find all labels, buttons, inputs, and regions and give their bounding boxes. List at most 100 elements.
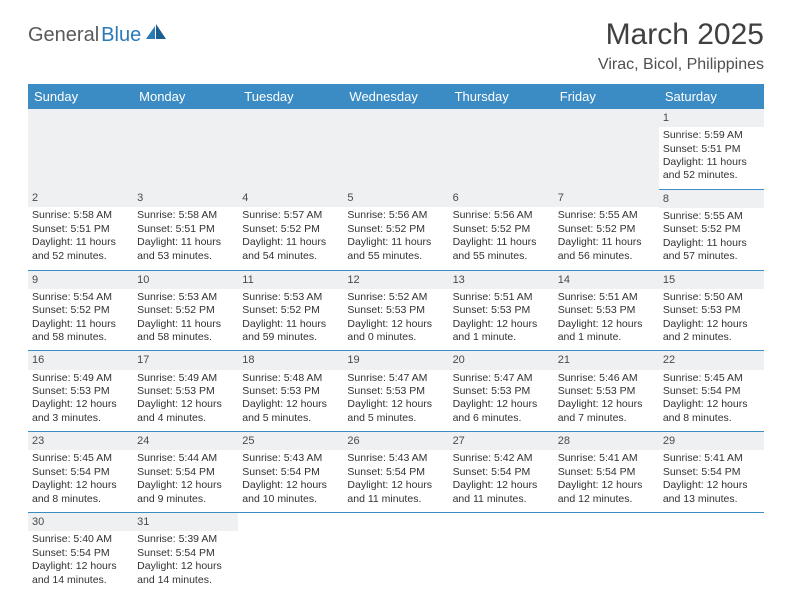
sunrise-text: Sunrise: 5:42 AM [453,452,550,465]
calendar-day-cell: 14 Sunrise: 5:51 AMSunset: 5:53 PMDayligh… [554,270,659,351]
sunset-text: Sunset: 5:51 PM [137,223,234,236]
calendar-day-cell: 2Sunrise: 5:58 AMSunset: 5:51 PMDaylight… [28,189,133,270]
day-details: Sunrise: 5:47 AMSunset: 5:53 PMDaylight:… [453,372,550,426]
day-number: 24 [133,432,238,450]
logo: GeneralBlue [28,18,167,47]
calendar-week-row: 1Sunrise: 5:59 AMSunset: 5:51 PMDaylight… [28,109,764,189]
calendar-day-cell: 26Sunrise: 5:43 AMSunset: 5:54 PMDayligh… [343,432,448,513]
sunrise-text: Sunrise: 5:47 AM [347,372,444,385]
day-number: 22 [659,351,764,369]
sunset-text: Sunset: 5:53 PM [558,385,655,398]
day-details: Sunrise: 5:48 AMSunset: 5:53 PMDaylight:… [242,372,339,426]
daylight-text: Daylight: 12 hours and 9 minutes. [137,479,234,506]
daylight-text: Daylight: 11 hours and 57 minutes. [663,237,760,264]
calendar-day-cell [554,109,659,189]
day-details: Sunrise: 5:49 AMSunset: 5:53 PMDaylight:… [137,372,234,426]
sunset-text: Sunset: 5:54 PM [32,466,129,479]
weekday-header: Saturday [659,84,764,109]
sunset-text: Sunset: 5:54 PM [558,466,655,479]
day-details: Sunrise: 5:51 AMSunset: 5:53 PMDaylight:… [453,291,550,345]
day-number: 7 [554,189,659,207]
calendar-day-cell: 1Sunrise: 5:59 AMSunset: 5:51 PMDaylight… [659,109,764,189]
day-details: Sunrise: 5:45 AMSunset: 5:54 PMDaylight:… [32,452,129,506]
sunrise-text: Sunrise: 5:56 AM [347,209,444,222]
calendar-day-cell [449,513,554,593]
day-details: Sunrise: 5:56 AMSunset: 5:52 PMDaylight:… [453,209,550,263]
day-details: Sunrise: 5:46 AMSunset: 5:53 PMDaylight:… [558,372,655,426]
calendar-day-cell: 25Sunrise: 5:43 AMSunset: 5:54 PMDayligh… [238,432,343,513]
day-details: Sunrise: 5:47 AMSunset: 5:53 PMDaylight:… [347,372,444,426]
daylight-text: Daylight: 12 hours and 1 minute. [453,318,550,345]
day-details: Sunrise: 5:44 AMSunset: 5:54 PMDaylight:… [137,452,234,506]
day-number: 18 [238,351,343,369]
calendar-day-cell: 6 Sunrise: 5:56 AMSunset: 5:52 PMDaylight… [449,189,554,270]
calendar-day-cell [28,109,133,189]
day-details: Sunrise: 5:41 AMSunset: 5:54 PMDaylight:… [558,452,655,506]
logo-text-blue: Blue [101,24,141,47]
day-details: Sunrise: 5:58 AMSunset: 5:51 PMDaylight:… [32,209,129,263]
daylight-text: Daylight: 12 hours and 11 minutes. [453,479,550,506]
daylight-text: Daylight: 12 hours and 0 minutes. [347,318,444,345]
daylight-text: Daylight: 11 hours and 53 minutes. [137,236,234,263]
calendar-day-cell: 29Sunrise: 5:41 AMSunset: 5:54 PMDayligh… [659,432,764,513]
weekday-header: Tuesday [238,84,343,109]
daylight-text: Daylight: 11 hours and 58 minutes. [137,318,234,345]
calendar-day-cell: 10Sunrise: 5:53 AMSunset: 5:52 PMDayligh… [133,270,238,351]
calendar-day-cell: 22Sunrise: 5:45 AMSunset: 5:54 PMDayligh… [659,351,764,432]
day-number: 27 [449,432,554,450]
daylight-text: Daylight: 12 hours and 7 minutes. [558,398,655,425]
sunrise-text: Sunrise: 5:54 AM [32,291,129,304]
day-number: 17 [133,351,238,369]
day-details: Sunrise: 5:51 AMSunset: 5:53 PMDaylight:… [558,291,655,345]
daylight-text: Daylight: 11 hours and 55 minutes. [453,236,550,263]
sunrise-text: Sunrise: 5:52 AM [347,291,444,304]
day-number: 6 [449,189,554,207]
calendar-day-cell: 30Sunrise: 5:40 AMSunset: 5:54 PMDayligh… [28,513,133,593]
daylight-text: Daylight: 12 hours and 1 minute. [558,318,655,345]
sunset-text: Sunset: 5:51 PM [663,143,760,156]
sunrise-text: Sunrise: 5:46 AM [558,372,655,385]
sunset-text: Sunset: 5:54 PM [347,466,444,479]
sunrise-text: Sunrise: 5:53 AM [137,291,234,304]
daylight-text: Daylight: 12 hours and 13 minutes. [663,479,760,506]
day-number: 4 [238,189,343,207]
daylight-text: Daylight: 11 hours and 54 minutes. [242,236,339,263]
sunrise-text: Sunrise: 5:45 AM [663,372,760,385]
daylight-text: Daylight: 12 hours and 8 minutes. [32,479,129,506]
day-number: 20 [449,351,554,369]
day-details: Sunrise: 5:40 AMSunset: 5:54 PMDaylight:… [32,533,129,587]
calendar-day-cell: 28Sunrise: 5:41 AMSunset: 5:54 PMDayligh… [554,432,659,513]
calendar-day-cell: 15Sunrise: 5:50 AMSunset: 5:53 PMDayligh… [659,270,764,351]
calendar-table: Sunday Monday Tuesday Wednesday Thursday… [28,84,764,593]
calendar-day-cell: 7Sunrise: 5:55 AMSunset: 5:52 PMDaylight… [554,189,659,270]
sunset-text: Sunset: 5:52 PM [558,223,655,236]
sunrise-text: Sunrise: 5:40 AM [32,533,129,546]
day-number: 11 [238,271,343,289]
day-number: 19 [343,351,448,369]
sunset-text: Sunset: 5:54 PM [663,466,760,479]
calendar-day-cell [133,109,238,189]
sunrise-text: Sunrise: 5:53 AM [242,291,339,304]
sunrise-text: Sunrise: 5:41 AM [558,452,655,465]
day-number: 14 [554,271,659,289]
sunrise-text: Sunrise: 5:44 AM [137,452,234,465]
day-details: Sunrise: 5:53 AMSunset: 5:52 PMDaylight:… [242,291,339,345]
sunset-text: Sunset: 5:54 PM [137,547,234,560]
calendar-week-row: 23Sunrise: 5:45 AMSunset: 5:54 PMDayligh… [28,432,764,513]
weekday-header: Friday [554,84,659,109]
day-number: 13 [449,271,554,289]
daylight-text: Daylight: 12 hours and 4 minutes. [137,398,234,425]
daylight-text: Daylight: 11 hours and 56 minutes. [558,236,655,263]
daylight-text: Daylight: 11 hours and 52 minutes. [32,236,129,263]
sunset-text: Sunset: 5:53 PM [453,304,550,317]
daylight-text: Daylight: 11 hours and 58 minutes. [32,318,129,345]
calendar-day-cell: 20 Sunrise: 5:47 AMSunset: 5:53 PMDayligh… [449,351,554,432]
calendar-day-cell: 11 Sunrise: 5:53 AMSunset: 5:52 PMDayligh… [238,270,343,351]
daylight-text: Daylight: 12 hours and 11 minutes. [347,479,444,506]
title-block: March 2025 Virac, Bicol, Philippines [598,18,764,74]
calendar-week-row: 30Sunrise: 5:40 AMSunset: 5:54 PMDayligh… [28,513,764,593]
day-number: 5 [343,189,448,207]
sunrise-text: Sunrise: 5:43 AM [242,452,339,465]
sunset-text: Sunset: 5:51 PM [32,223,129,236]
sunset-text: Sunset: 5:54 PM [137,466,234,479]
